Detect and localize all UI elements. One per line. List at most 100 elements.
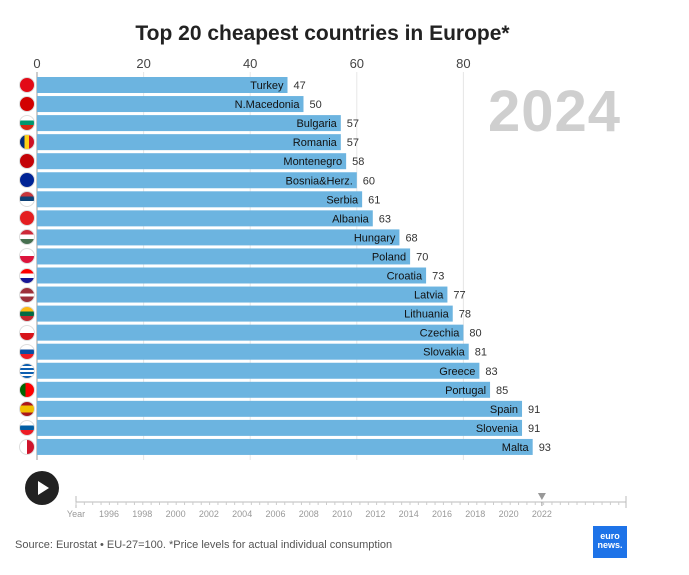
timeline-year-label: 2000 xyxy=(166,509,186,519)
bar xyxy=(37,153,347,170)
bar-value-label: 80 xyxy=(469,328,481,340)
timeline-year-label: 2022 xyxy=(532,509,552,519)
euronews-logo: euro news. xyxy=(593,526,627,558)
x-tick-label: 80 xyxy=(456,56,470,71)
timeline-year-label: 2006 xyxy=(265,509,285,519)
bar-value-label: 70 xyxy=(416,251,428,263)
bar-category-label: Croatia xyxy=(387,271,423,283)
timeline-year-label: 2018 xyxy=(465,509,485,519)
x-tick-label: 0 xyxy=(33,56,40,71)
bar xyxy=(37,438,533,455)
bar-value-label: 58 xyxy=(352,156,364,168)
timeline-year-label: 2020 xyxy=(499,509,519,519)
timeline-year-label: 2008 xyxy=(299,509,319,519)
bar-category-label: Spain xyxy=(490,404,518,416)
bar xyxy=(37,115,341,132)
bar-category-label: Lithuania xyxy=(404,309,450,321)
bar-value-label: 91 xyxy=(528,423,540,435)
bar-category-label: Romania xyxy=(293,137,338,149)
bar-value-label: 83 xyxy=(485,366,497,378)
bar-category-label: Czechia xyxy=(420,328,461,340)
poland-flag-icon xyxy=(19,248,35,265)
bar xyxy=(37,286,448,303)
bar-category-label: Slovakia xyxy=(423,347,465,359)
bar-category-label: N.Macedonia xyxy=(235,99,301,111)
greece-flag-icon xyxy=(19,362,35,379)
bar-value-label: 91 xyxy=(528,404,540,416)
bar xyxy=(37,324,464,341)
croatia-flag-icon xyxy=(19,267,35,284)
bar xyxy=(37,362,480,379)
montenegro-flag-icon xyxy=(19,153,35,170)
romania-flag-icon xyxy=(19,134,35,151)
bar-chart: 0 20 40 60 80 Turkey 47 N.Macedonia 50 Bulgaria 57… xyxy=(33,56,551,460)
malta-flag-icon xyxy=(19,438,35,455)
bar-category-label: Poland xyxy=(372,251,406,263)
bar-value-label: 60 xyxy=(363,175,375,187)
bar-value-label: 57 xyxy=(347,118,359,130)
source-note: Source: Eurostat • EU-27=100. *Price lev… xyxy=(15,539,393,551)
timeline-year-label: 1996 xyxy=(99,509,119,519)
timeline-year-label: 2010 xyxy=(332,509,352,519)
bar xyxy=(37,77,288,93)
bar-category-label: Albania xyxy=(332,213,370,225)
spain-flag-icon xyxy=(19,400,35,417)
bar-category-label: Bosnia&Herz. xyxy=(286,175,353,187)
bar-value-label: 63 xyxy=(379,213,391,225)
serbia-flag-icon xyxy=(19,191,35,208)
bar-category-label: Montenegro xyxy=(283,156,342,168)
bar xyxy=(37,191,363,208)
bar xyxy=(37,381,491,398)
bar-value-label: 81 xyxy=(475,347,487,359)
play-button[interactable] xyxy=(25,471,59,505)
x-tick-label: 40 xyxy=(243,56,257,71)
timeline-year-label: 2014 xyxy=(399,509,419,519)
bar-value-label: 77 xyxy=(453,290,465,302)
timeline-year-label: 2002 xyxy=(199,509,219,519)
lithuania-flag-icon xyxy=(19,305,35,322)
hungary-flag-icon xyxy=(19,229,35,246)
slovenia-flag-icon xyxy=(19,419,35,436)
play-icon xyxy=(38,481,49,495)
x-tick-label: 60 xyxy=(350,56,364,71)
year-label: 2024 xyxy=(488,79,622,144)
x-tick-label: 20 xyxy=(136,56,150,71)
bar xyxy=(37,400,523,417)
bar xyxy=(37,267,427,284)
bar-category-label: Bulgaria xyxy=(296,118,337,130)
bar-value-label: 78 xyxy=(459,309,471,321)
bar-category-label: Latvia xyxy=(414,290,444,302)
north-macedonia-flag-icon xyxy=(19,96,35,113)
bar-value-label: 93 xyxy=(539,442,551,454)
bar-category-label: Turkey xyxy=(250,80,284,92)
bosnia-flag-icon xyxy=(19,172,35,189)
bar xyxy=(37,343,469,360)
albania-flag-icon xyxy=(19,210,35,227)
bar-value-label: 85 xyxy=(496,385,508,397)
latvia-flag-icon xyxy=(19,286,35,303)
timeline-year-label: 2004 xyxy=(232,509,252,519)
bar-value-label: 61 xyxy=(368,194,380,206)
bar xyxy=(37,248,411,265)
logo-text-line2: news. xyxy=(597,540,623,550)
bar-category-label: Hungary xyxy=(354,232,396,244)
bar-category-label: Slovenia xyxy=(476,423,519,435)
timeline-handle xyxy=(537,493,546,500)
turkey-flag-icon xyxy=(19,77,35,93)
bulgaria-flag-icon xyxy=(19,115,35,132)
chart-title: Top 20 cheapest countries in Europe* xyxy=(135,22,510,45)
logo-text-line1: euro xyxy=(600,531,620,541)
timeline-axis-label: Year xyxy=(67,509,85,519)
bar xyxy=(37,172,357,189)
bar xyxy=(37,419,523,436)
bar xyxy=(37,96,304,113)
bar-category-label: Malta xyxy=(502,442,530,454)
bar-category-label: Greece xyxy=(439,366,475,378)
bar-value-label: 73 xyxy=(432,271,444,283)
bar xyxy=(37,134,341,151)
czechia-flag-icon xyxy=(19,324,35,341)
bar-category-label: Portugal xyxy=(445,385,486,397)
timeline-year-label: 1998 xyxy=(132,509,152,519)
bar-value-label: 50 xyxy=(310,99,322,111)
bar xyxy=(37,305,453,322)
